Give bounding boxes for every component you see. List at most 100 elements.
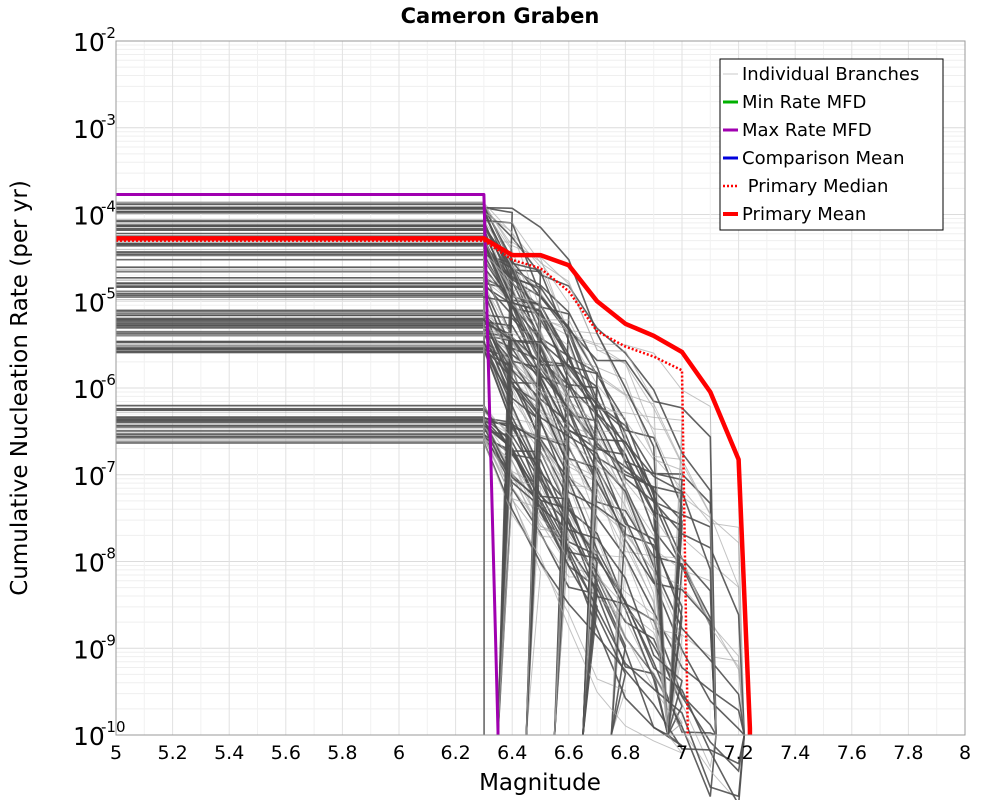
y-tick-base: 10 [73,202,105,231]
primary-mean-line [116,236,753,735]
legend-label: Comparison Mean [742,148,905,169]
branch-line [116,324,746,736]
y-tick-exponent: -6 [101,371,116,389]
y-tick-base: 10 [73,28,105,57]
y-tick-exponent: -3 [101,111,116,129]
y-tick-exponent: -9 [101,631,116,649]
y-tick-label: 10-8 [73,545,116,578]
x-tick-label: 6.2 [440,742,470,764]
x-tick-label: 5.4 [214,742,244,764]
y-tick-label: 10-3 [73,111,116,144]
branch-line [116,222,745,736]
branch-line [116,229,669,736]
branch-line [116,209,745,736]
x-tick-label: 6.4 [497,742,527,764]
x-tick-label: 7.6 [837,742,867,764]
y-tick-base: 10 [73,115,105,144]
legend-label: Max Rate MFD [742,120,872,141]
legend-item: Primary Median [723,176,888,197]
branch-line [116,327,570,736]
x-tick-labels: 5 5.2 5.4 5.6 5.8 6 6.2 6.4 6.6 6.8 7 7.2 7.4 7.6 7.8 8 [110,742,971,764]
branch-line [116,321,717,736]
series-lines [116,193,753,735]
branch-line [116,259,626,736]
branch-line [116,341,683,736]
x-tick-label: 5 [110,742,122,764]
y-tick-exponent: -5 [101,284,116,302]
x-tick-label: 6.8 [610,742,640,764]
legend-item: Min Rate MFD [723,92,866,113]
x-tick-label: 5.8 [327,742,357,764]
legend-item: Individual Branches [723,64,919,85]
branch-line [116,340,746,798]
legend: Individual Branches Min Rate MFD Max Rate … [719,58,944,231]
individual-branches [116,201,746,800]
branch-line [116,243,746,736]
y-tick-exponent: -2 [101,24,116,42]
branch-line [116,201,542,736]
legend-item: Primary Mean [723,204,866,225]
x-tick-label: 6 [393,742,405,764]
y-tick-label: 10-9 [73,631,116,664]
legend-box [719,58,944,231]
branch-line [116,417,570,736]
y-tick-label: 10-7 [73,458,116,491]
legend-item: Max Rate MFD [723,120,872,141]
x-tick-label: 8 [959,742,971,764]
branch-line [116,331,669,736]
legend-items: Individual Branches Min Rate MFD Max Rate … [723,64,919,225]
y-tick-base: 10 [73,722,105,751]
branch-line [116,318,683,736]
y-tick-exponent: -7 [101,458,116,476]
branch-line [116,268,570,736]
branch-line [116,242,542,736]
y-tick-label: 10-5 [73,284,116,317]
branch-line [116,441,683,754]
y-tick-label: 10-10 [73,718,126,751]
branch-line [116,334,669,736]
branch-line [116,299,669,736]
y-axis-label: Cumulative Nucleation Rate (per yr) [7,180,33,596]
y-tick-base: 10 [73,288,105,317]
primary-median-line [116,239,689,735]
branch-line [116,249,717,736]
legend-label: Primary Mean [742,204,866,225]
branch-line [116,206,669,736]
x-tick-label: 6.6 [554,742,584,764]
branch-line [116,271,485,735]
branch-line [116,237,683,736]
branch-line [116,406,513,736]
x-tick-label: 5.6 [271,742,301,764]
x-tick-label: 5.2 [157,742,187,764]
y-tick-label: 10-6 [73,371,116,404]
branch-line [116,208,717,736]
branch-line [116,204,683,736]
y-tick-exponent: -4 [101,198,116,216]
x-axis-label: Magnitude [479,770,601,796]
branch-line [116,325,514,736]
chart-title: Cameron Graben [401,4,600,28]
branch-line [116,437,717,736]
y-tick-label: 10-4 [73,198,116,231]
y-tick-base: 10 [73,462,105,491]
legend-item: Comparison Mean [723,148,905,169]
y-tick-exponent: -8 [101,545,116,563]
branch-line [116,434,570,736]
x-tick-label: 7.4 [780,742,810,764]
branch-line [116,220,514,736]
legend-label: Primary Median [742,176,888,197]
x-tick-label: 7 [676,742,688,764]
y-tick-label: 10-2 [73,24,116,57]
plot-frame [115,40,966,736]
y-tick-base: 10 [73,635,105,664]
branch-line [116,319,598,736]
y-tick-labels: 10-210-310-410-510-610-710-810-910-10 [73,24,126,751]
branch-line [116,221,669,736]
branch-line [116,439,542,736]
x-tick-label: 7.8 [893,742,923,764]
branch-line [116,225,669,736]
max-rate-mfd-line [116,193,500,735]
y-tick-base: 10 [73,375,105,404]
x-tick-label: 7.2 [723,742,753,764]
